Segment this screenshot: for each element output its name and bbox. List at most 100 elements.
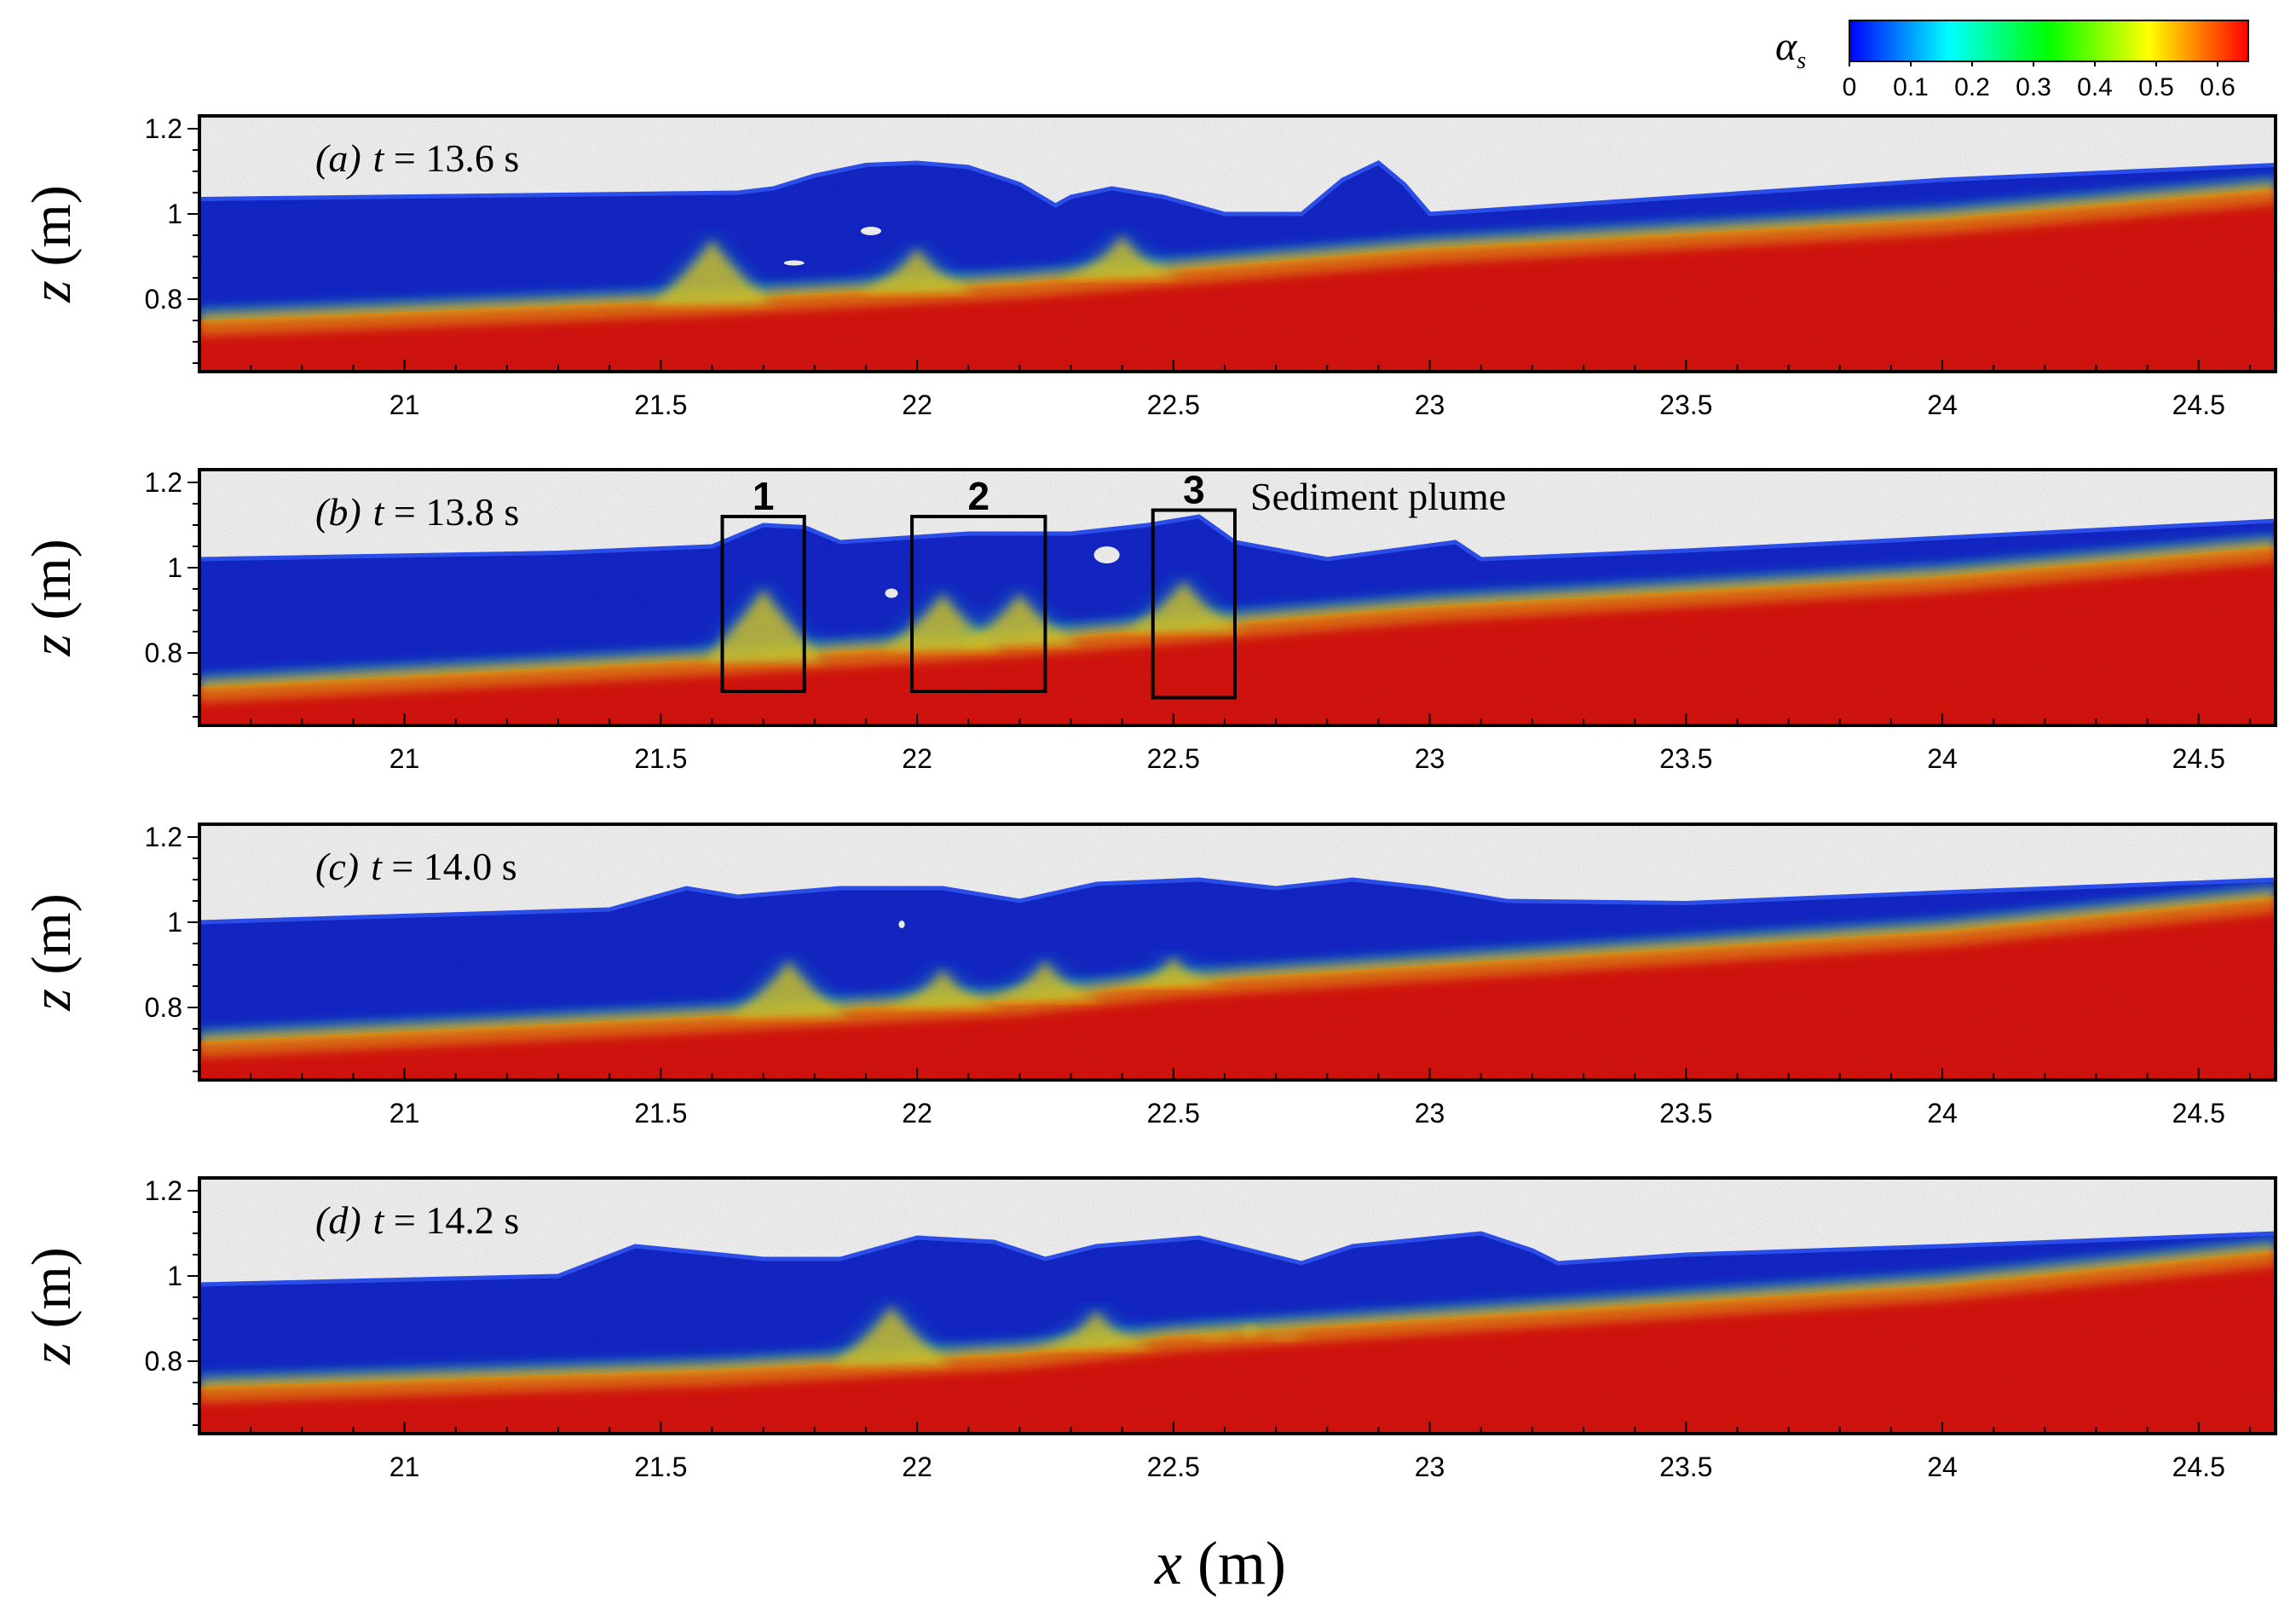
x-tick-label: 24	[1927, 1098, 1958, 1129]
y-axis-title-unit: (m)	[20, 185, 83, 280]
plume-box	[910, 515, 1047, 693]
particle-texture	[199, 824, 2276, 1080]
y-axis-title-var: z	[20, 989, 83, 1012]
colorbar-label-symbol: α	[1775, 24, 1797, 69]
colorbar-tick-label: 0.2	[1954, 73, 1990, 101]
particle-texture	[199, 116, 2276, 372]
x-tick-label: 21.5	[634, 390, 687, 420]
x-tick-label: 23	[1415, 390, 1445, 420]
x-tick-label: 24	[1927, 1452, 1958, 1482]
y-axis-title-unit: (m)	[20, 1247, 83, 1342]
x-tick-label: 21	[389, 1452, 420, 1482]
y-axis-title-unit: (m)	[20, 893, 83, 989]
panel-time-var: t	[373, 1198, 385, 1242]
plume-box	[720, 515, 806, 693]
panel-time-var: t	[373, 490, 385, 534]
colorbar-tick-label: 0	[1843, 73, 1857, 101]
panel-time-value: 13.8 s	[425, 490, 519, 534]
y-axis-title-var: z	[20, 1342, 83, 1365]
plume-box	[1151, 508, 1237, 700]
y-tick-label: 1.2	[145, 113, 182, 144]
colorbar-ticks: 0 0.1 0.2 0.3 0.4 0.5 0.6	[1843, 61, 2235, 101]
panel-c: 21 21.5 22 22.5 23 23.5 24 24.5 0.8 1 1.2 (c) t = 14…	[145, 822, 2277, 1129]
x-tick-label: 21.5	[634, 1098, 687, 1129]
panel-plot-area	[199, 824, 2276, 1080]
y-tick-label: 0.8	[145, 284, 182, 315]
y-axis-title: z (m)	[20, 185, 83, 303]
x-tick-label: 24.5	[2172, 1452, 2225, 1482]
colorbar-tick-label: 0.1	[1893, 73, 1929, 101]
panel-time-label: (c) t = 14.0 s	[315, 845, 517, 888]
colorbar-label-subscript: s	[1797, 48, 1806, 74]
y-tick-label: 0.8	[145, 638, 182, 668]
x-tick-label: 21.5	[634, 1452, 687, 1482]
panel-time-prefix: t	[373, 1198, 385, 1242]
panel-time-prefix: t	[373, 136, 385, 180]
x-tick-label: 23.5	[1659, 1452, 1712, 1482]
y-axis-title-unit: (m)	[20, 539, 83, 634]
panel-frame	[198, 823, 2277, 1082]
x-tick-label: 21	[389, 390, 420, 420]
colorbar-tick-label: 0.3	[2016, 73, 2051, 101]
y-tick-label: 0.8	[145, 1346, 182, 1377]
x-tick-label: 21	[389, 1098, 420, 1129]
x-tick-label: 22.5	[1147, 1098, 1200, 1129]
y-axis-title: z (m)	[20, 539, 83, 656]
particle-texture	[199, 1178, 2276, 1434]
panel-plot-area	[199, 470, 2276, 725]
panel-time-label: (d) t = 14.2 s	[315, 1198, 519, 1242]
x-tick-label: 23	[1415, 1098, 1445, 1129]
colorbar: αs 0 0.1 0.2 0.3 0.4 0.5 0.6	[1775, 20, 2249, 101]
panel-frame	[198, 114, 2277, 373]
y-axis-title-var: z	[20, 634, 83, 657]
panel-time-prefix: t	[373, 490, 385, 534]
y-tick-label: 1	[167, 199, 182, 229]
panel-time-var: t	[373, 136, 385, 180]
x-tick-label: 22	[902, 743, 932, 774]
colorbar-gradient	[1849, 20, 2249, 62]
x-tick-label: 21	[389, 743, 420, 774]
colorbar-tick-label: 0.6	[2200, 73, 2235, 101]
x-tick-label: 22.5	[1147, 390, 1200, 420]
x-tick-label: 24	[1927, 743, 1958, 774]
y-tick-label: 1.2	[145, 822, 182, 852]
plume-box-id: 2	[967, 474, 989, 518]
y-tick-label: 0.8	[145, 992, 182, 1023]
colorbar-tick-label: 0.5	[2138, 73, 2174, 101]
panels: 21 21.5 22 22.5 23 23.5 24 24.50.811.2(a) t = 13…	[145, 113, 2277, 1482]
panel-time-eq: =	[384, 1198, 425, 1242]
panel-time-value: 13.6 s	[425, 136, 519, 180]
panel-plot-area	[199, 1178, 2276, 1434]
x-tick-label: 24.5	[2172, 1098, 2225, 1129]
y-axis-title: z (m)	[20, 1247, 83, 1365]
y-tick-label: 1	[167, 1261, 182, 1291]
x-axis-title: x (m)	[1154, 1529, 1286, 1597]
x-tick-label: 22.5	[1147, 1452, 1200, 1482]
x-axis-title-unit: (m)	[1182, 1529, 1286, 1597]
panel-frame	[198, 468, 2277, 727]
panel-time-prefix: t	[371, 845, 383, 888]
particle-texture	[199, 470, 2276, 725]
x-tick-label: 23.5	[1659, 390, 1712, 420]
x-tick-label: 24.5	[2172, 743, 2225, 774]
y-axis-title: z (m)	[20, 893, 83, 1011]
x-tick-label: 23.5	[1659, 1098, 1712, 1129]
y-tick-label: 1	[167, 552, 182, 583]
panel-letter: (d)	[315, 1198, 361, 1242]
plume-box-id: 3	[1183, 468, 1205, 512]
plume-box-id: 1	[753, 474, 775, 518]
colorbar-label: αs	[1775, 24, 1806, 74]
panel-plot-area	[199, 116, 2276, 372]
y-tick-label: 1	[167, 907, 182, 938]
x-tick-label: 23	[1415, 1452, 1445, 1482]
panel-b: 21 21.5 22 22.5 23 23.5 24 24.50.811.2(b) t = 13…	[145, 467, 2277, 774]
panel-time-eq: =	[384, 490, 425, 534]
x-tick-label: 23	[1415, 743, 1445, 774]
panel-time-var: t	[371, 845, 383, 888]
panel-time-value: 14.0 s	[424, 845, 517, 888]
x-tick-label: 23.5	[1659, 743, 1712, 774]
x-tick-label: 22.5	[1147, 743, 1200, 774]
panel-frame	[198, 1176, 2277, 1435]
panel-time-eq: =	[382, 845, 424, 888]
